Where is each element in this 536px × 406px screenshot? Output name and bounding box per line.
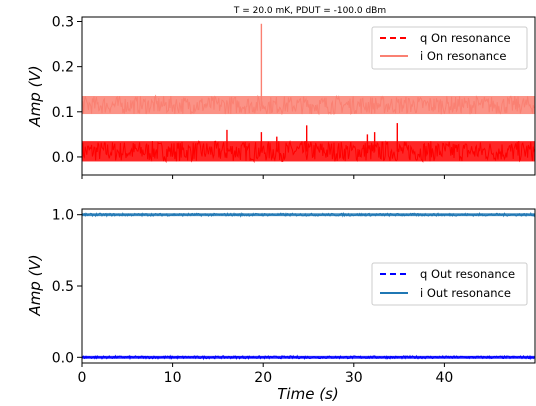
bottom-ytick-label: 0.0 xyxy=(52,350,74,366)
bottom-legend-box xyxy=(371,262,528,306)
top-plot-area xyxy=(81,23,536,164)
top-y-axis-label: Amp (V) xyxy=(26,65,44,127)
x-axis-label: Time (s) xyxy=(277,385,338,403)
top-series-0-line xyxy=(81,140,536,164)
top-legend-box xyxy=(371,26,528,70)
legend-label-i-on: i On resonance xyxy=(420,49,506,63)
legend-label-q-out: q Out resonance xyxy=(420,267,515,281)
bottom-plot-area xyxy=(81,211,536,361)
bottom-xtick-label: 30 xyxy=(345,370,363,386)
top-panel: 0.0 0.1 0.2 0.3 Amp (V) q On resonance i On… xyxy=(26,15,536,179)
top-ytick-label: 0.2 xyxy=(52,60,74,76)
figure-title: T = 20.0 mK, PDUT = -100.0 dBm xyxy=(233,6,386,16)
bottom-panel: 0.0 0.5 1.0 0 10 20 30 40 Amp (V) Time (s) q O… xyxy=(26,208,536,403)
top-legend: q On resonance i On resonance xyxy=(371,26,528,70)
top-series-1-line xyxy=(81,94,536,116)
legend-label-q-on: q On resonance xyxy=(420,31,511,45)
bottom-y-axis-label: Amp (V) xyxy=(26,254,44,316)
bottom-xtick-label: 10 xyxy=(164,370,182,386)
bottom-xtick-label: 40 xyxy=(435,370,453,386)
bottom-x-ticks: 0 10 20 30 40 xyxy=(78,363,453,386)
top-x-ticks xyxy=(81,175,445,179)
bottom-series-1-line xyxy=(81,211,536,218)
bottom-y-ticks: 0.0 0.5 1.0 xyxy=(52,208,82,366)
top-ytick-label: 0.1 xyxy=(52,105,74,121)
bottom-ytick-label: 0.5 xyxy=(52,279,74,295)
bottom-xtick-label: 20 xyxy=(254,370,272,386)
bottom-ytick-label: 1.0 xyxy=(52,208,74,224)
bottom-series-0-line xyxy=(81,354,535,361)
top-axes-frame xyxy=(81,16,536,176)
bottom-legend: q Out resonance i Out resonance xyxy=(371,262,528,306)
top-ytick-label: 0.0 xyxy=(52,150,74,166)
bottom-series-1-band xyxy=(82,213,535,217)
top-ytick-label: 0.3 xyxy=(52,15,74,31)
top-y-ticks: 0.0 0.1 0.2 0.3 xyxy=(52,15,82,166)
bottom-xtick-label: 0 xyxy=(78,370,87,386)
legend-label-i-out: i Out resonance xyxy=(420,286,511,300)
